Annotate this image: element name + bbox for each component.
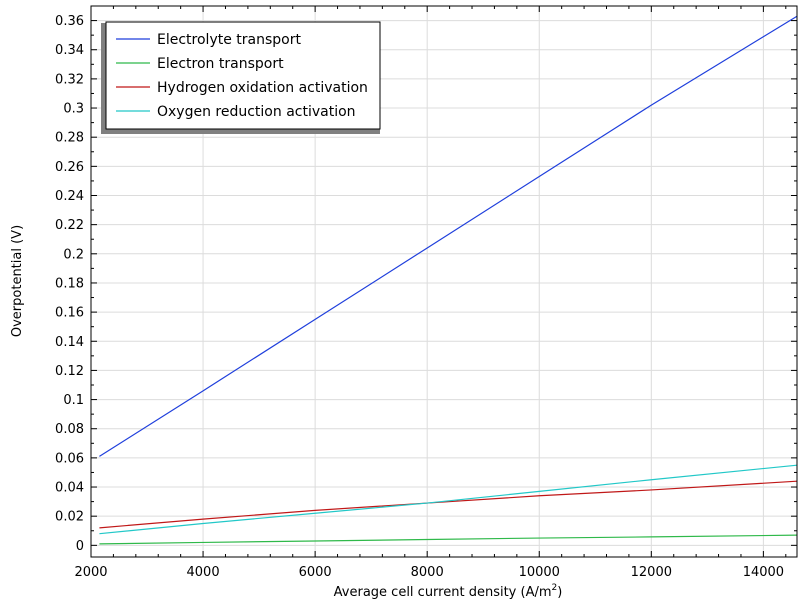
y-tick-label: 0.14 (55, 335, 84, 350)
x-tick-labels: 2000 4000 6000 8000 10000 12000 14000 (74, 565, 784, 580)
series-line-electrolyte-transport (99, 15, 798, 457)
y-tick-label: 0.34 (55, 43, 84, 58)
y-tick-label: 0.12 (55, 364, 84, 379)
x-axis-label-superscript: 2 (552, 583, 558, 593)
x-tick-label: 12000 (631, 565, 672, 580)
y-tick-label: 0.32 (55, 72, 84, 87)
y-tick-label: 0.18 (55, 276, 84, 291)
y-tick-label: 0 (76, 539, 84, 554)
legend-label: Oxygen reduction activation (157, 104, 356, 120)
y-tick-labels: 0 0.02 0.04 0.06 0.08 0.1 0.12 0.14 0.16 0.18 0.2 0… (55, 14, 84, 554)
legend: Electrolyte transport Electron transport H… (101, 21, 381, 134)
y-tick-label: 0.1 (63, 393, 84, 408)
y-tick-label: 0.22 (55, 218, 84, 233)
y-tick-label: 0.02 (55, 510, 84, 525)
x-tick-label: 14000 (743, 565, 784, 580)
x-tick-label: 10000 (519, 565, 560, 580)
series-lines (99, 15, 798, 545)
legend-label: Electron transport (157, 56, 284, 72)
x-axis-label-main: Average cell current density (A/m (334, 585, 552, 600)
legend-items: Electrolyte transport Electron transport H… (116, 32, 368, 120)
y-tick-label: 0.36 (55, 14, 84, 29)
axes-frame (90, 5, 798, 558)
x-axis-label-tail: ) (557, 585, 562, 600)
x-tick-label: 8000 (411, 565, 444, 580)
y-tick-label: 0.08 (55, 422, 84, 437)
plot-frame (90, 5, 798, 558)
series-line-oxygen-reduction-activation (99, 464, 798, 535)
y-tick-label: 0.3 (63, 102, 84, 117)
y-tick-label: 0.16 (55, 306, 84, 321)
legend-label: Hydrogen oxidation activation (157, 80, 368, 96)
x-tick-label: 2000 (74, 565, 107, 580)
y-tick-label: 0.28 (55, 131, 84, 146)
y-tick-label: 0.04 (55, 481, 84, 496)
y-tick-label: 0.2 (63, 247, 84, 262)
y-axis-label: Overpotential (V) (10, 225, 25, 337)
series-line-electron-transport (99, 534, 798, 545)
x-tick-label: 4000 (187, 565, 220, 580)
y-tick-label: 0.06 (55, 451, 84, 466)
legend-label: Electrolyte transport (157, 32, 301, 48)
y-tick-label: 0.24 (55, 189, 84, 204)
y-tick-label: 0.26 (55, 160, 84, 175)
x-tick-label: 6000 (299, 565, 332, 580)
x-axis-label: Average cell current density (A/m2) (334, 583, 563, 600)
legend-box (105, 21, 381, 130)
tick-marks (90, 6, 797, 557)
